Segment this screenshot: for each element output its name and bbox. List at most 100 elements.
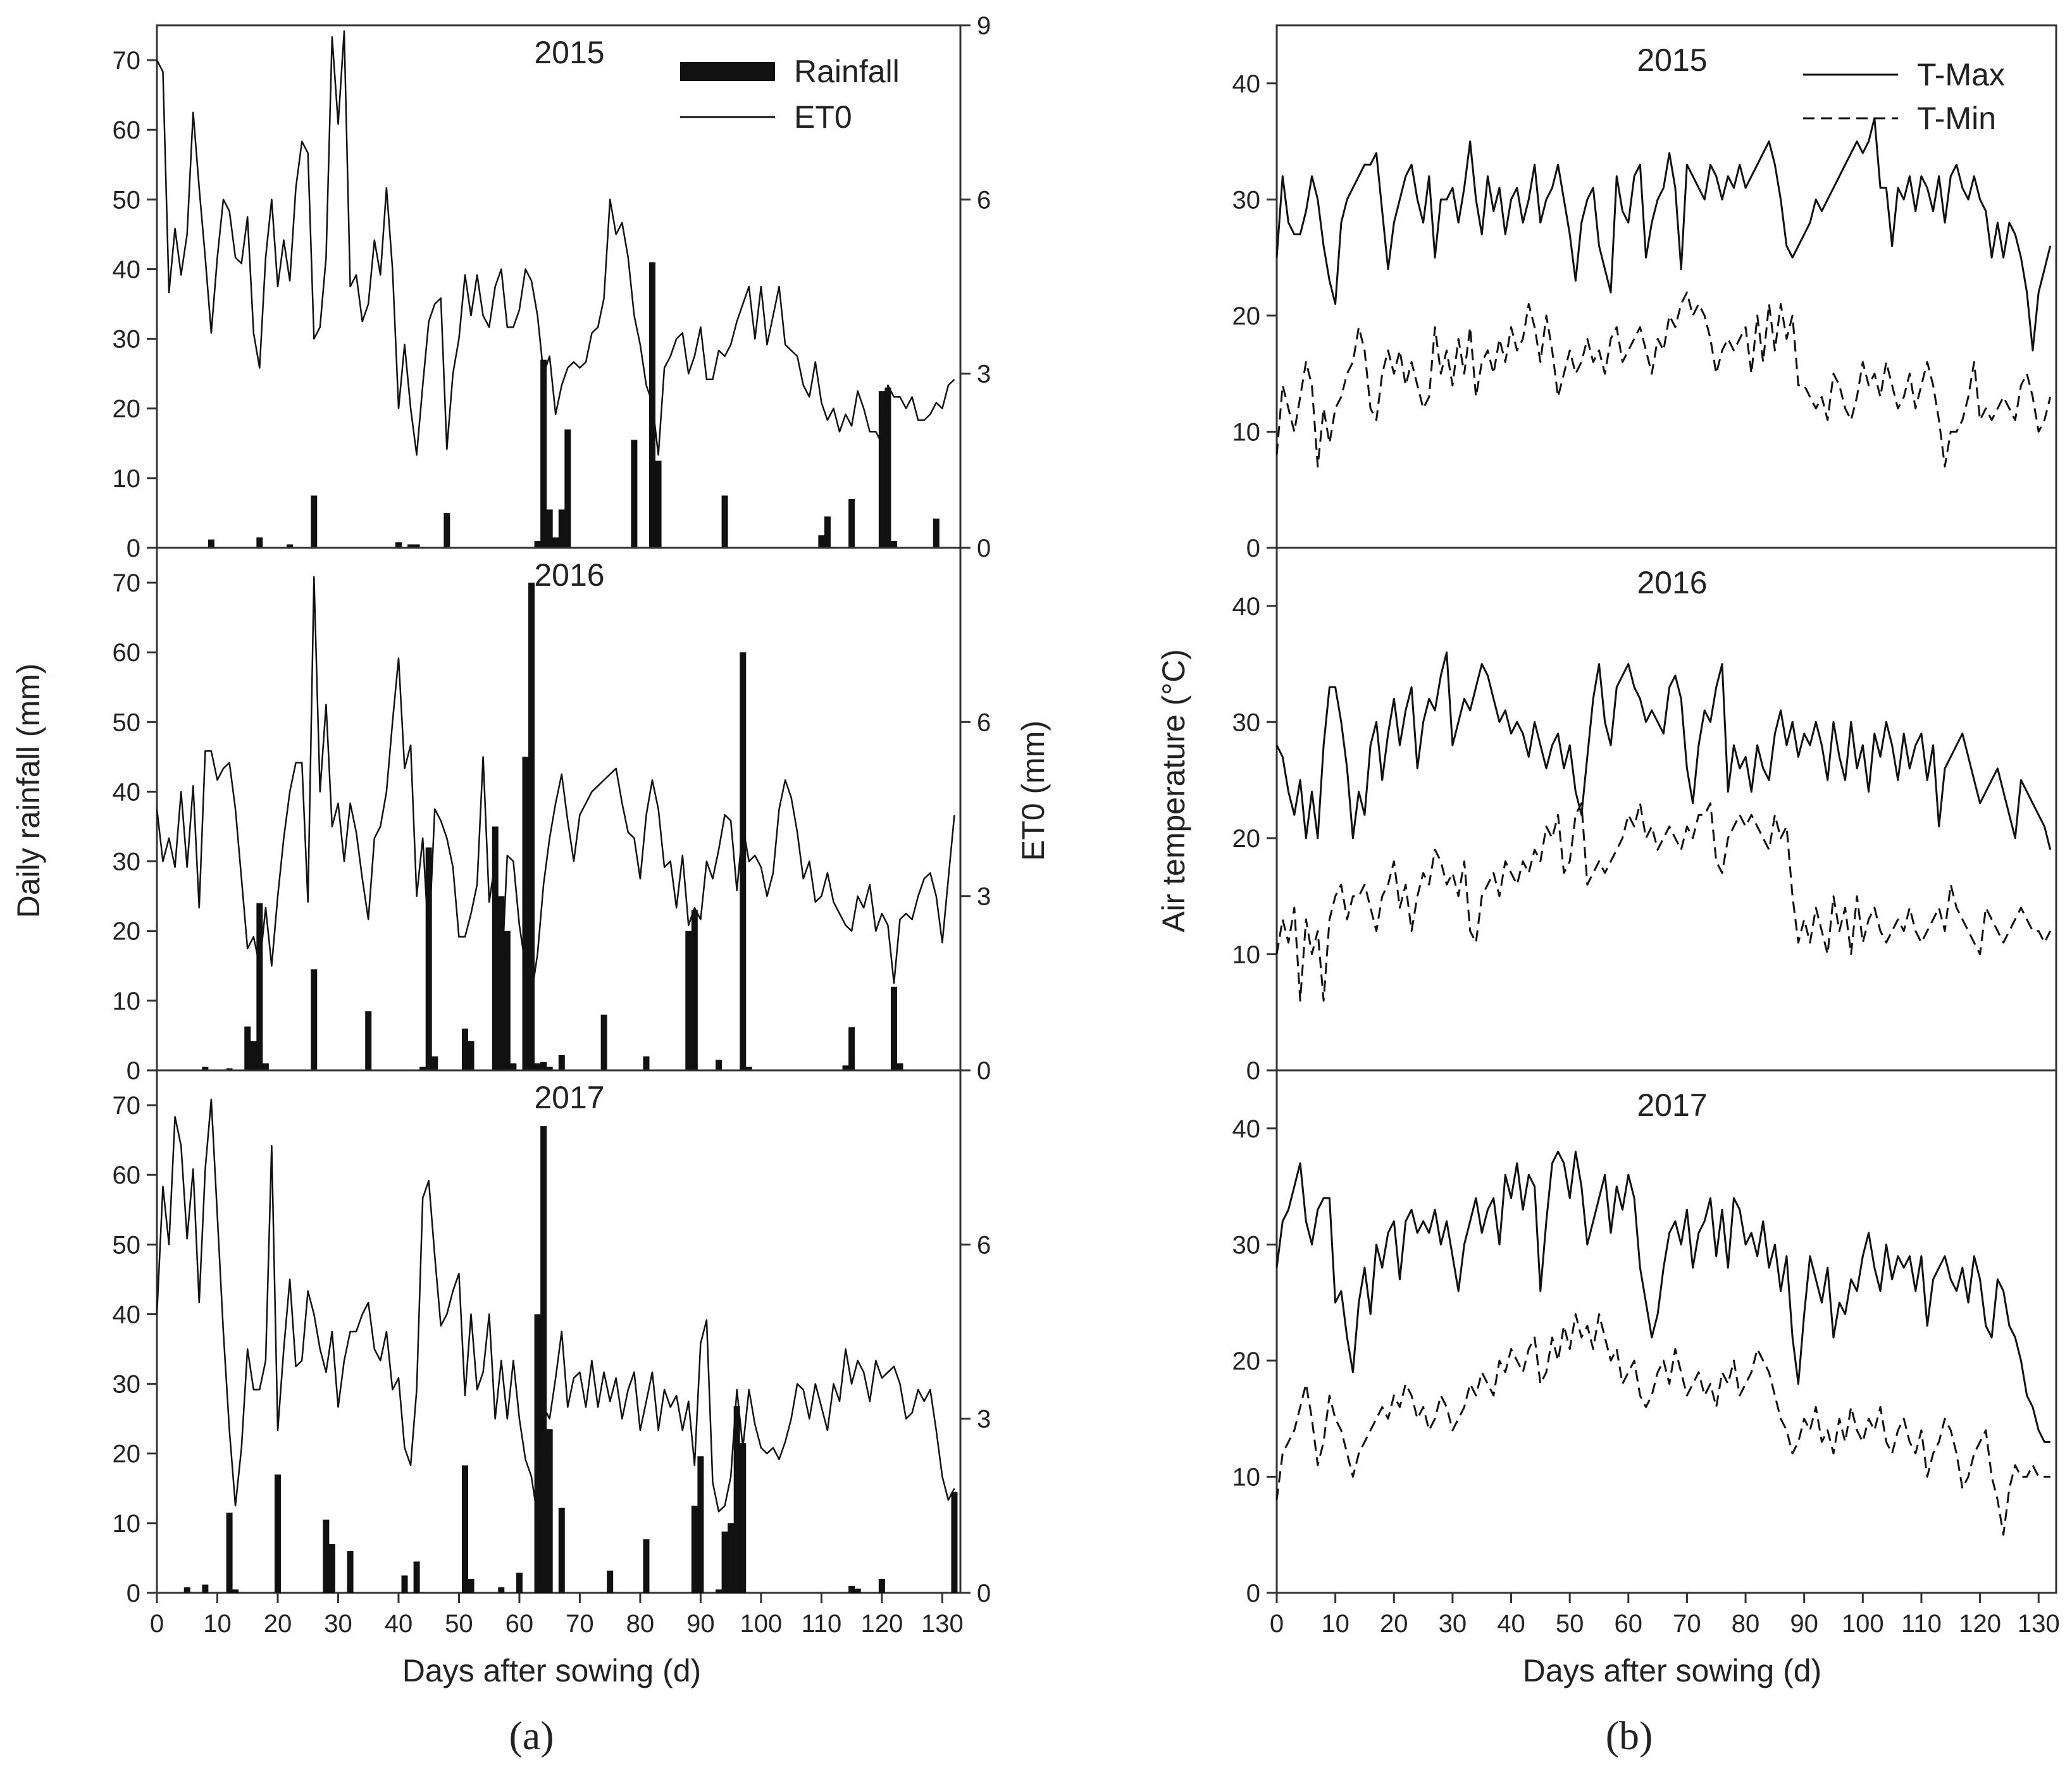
y-tick-label: 40: [1232, 70, 1261, 98]
rainfall-bar: [498, 1587, 505, 1593]
year-title: 2015: [1637, 42, 1707, 78]
x-tick-label: 120: [1959, 1610, 2001, 1638]
left-tick-label: 10: [113, 465, 141, 493]
rainfall-bar: [413, 544, 420, 548]
rainfall-bar: [631, 440, 638, 548]
rainfall-bar: [896, 1063, 903, 1070]
rainfall-bar: [733, 1406, 740, 1593]
y-tick-label: 20: [1232, 302, 1261, 330]
rainfall-bar: [202, 1067, 209, 1070]
rainfall-bar: [468, 1578, 475, 1593]
x-tick-label: 0: [150, 1610, 164, 1638]
rainfall-bar: [890, 540, 897, 548]
year-title: 2016: [534, 557, 604, 593]
tmin-line: [1275, 802, 2052, 1002]
rainfall-bar: [208, 539, 214, 548]
rainfall-bar: [848, 1585, 855, 1593]
rainfall-bar: [534, 1063, 541, 1070]
rainfall-bar: [534, 1314, 541, 1593]
rainfall-bar: [419, 1067, 426, 1070]
panel-a-x-axis-label: Days after sowing (d): [402, 1653, 701, 1688]
rainfall-bar: [558, 509, 565, 548]
rainfall-bar: [244, 1026, 251, 1070]
left-tick-label: 30: [113, 848, 141, 876]
left-tick-label: 60: [113, 116, 141, 144]
rainfall-bar: [444, 512, 450, 548]
x-tick-label: 110: [1901, 1610, 1942, 1638]
x-tick-label: 90: [1790, 1610, 1818, 1638]
rainfall-bar: [655, 461, 662, 548]
rainfall-bar: [202, 1584, 209, 1593]
legend-tmin-label: T-Min: [1917, 101, 1996, 136]
rainfall-bar: [540, 1126, 547, 1593]
tmax-line: [1275, 117, 2052, 352]
rainfall-bar: [564, 429, 571, 548]
y-tick-label: 30: [1232, 1231, 1261, 1259]
rainfall-bar: [413, 1561, 420, 1593]
right-tick-label: 9: [977, 12, 991, 40]
rainfall-bar: [522, 757, 529, 1070]
panel-b-subplot-2016: 0 10 20 30 40 2016: [1232, 547, 2057, 1085]
rainfall-bar: [716, 1060, 723, 1070]
rainfall-bar: [504, 931, 511, 1070]
rainfall-bar: [274, 1474, 281, 1593]
rainfall-bar: [461, 1028, 468, 1070]
x-tick-label: 80: [626, 1610, 655, 1638]
x-tick-label: 30: [324, 1610, 352, 1638]
rainfall-bar: [250, 1041, 257, 1070]
panel-b-subplot-2015: 0 10 20 30 40 2015 T-Max T-Min: [1232, 24, 2057, 562]
x-tick-label: 120: [860, 1610, 903, 1638]
right-tick-label: 3: [977, 361, 991, 388]
y-tick-label: 0: [1246, 1580, 1260, 1607]
rainfall-bar: [697, 1456, 704, 1593]
rainfall-bar: [691, 1506, 698, 1593]
rainfall-bar: [540, 1061, 547, 1070]
y-tick-label: 40: [1232, 1115, 1261, 1143]
rainfall-bar: [510, 1063, 517, 1070]
rainfall-bar: [546, 509, 553, 548]
left-tick-label: 50: [113, 1231, 141, 1259]
rainfall-bar: [528, 583, 535, 1070]
rainfall-bar: [607, 1570, 614, 1593]
right-tick-label: 0: [977, 1057, 991, 1085]
rainfall-bar: [552, 537, 559, 548]
panel-b-y-axis-label: Air temperature (°C): [1156, 649, 1191, 932]
rainfall-bar: [347, 1550, 354, 1593]
rainfall-bar: [365, 1011, 372, 1070]
y-tick-label: 20: [1232, 1347, 1261, 1375]
rainfall-bar: [600, 1014, 607, 1070]
rainfall-bar: [854, 1588, 861, 1593]
year-title: 2017: [534, 1080, 604, 1115]
left-tick-label: 20: [113, 918, 141, 946]
rainfall-bar: [256, 537, 263, 548]
year-title: 2015: [534, 35, 604, 70]
x-tick-label: 130: [2018, 1610, 2060, 1638]
legend-et0-label: ET0: [794, 99, 852, 135]
left-tick-label: 70: [113, 569, 141, 597]
panel-a-legend: Rainfall ET0: [680, 54, 900, 135]
rainfall-bar: [933, 518, 940, 548]
panel-b-subplot-2017: 0 10 20 30 40 2017 0 10 20 30 40 50 60 70 80 90 100 110 12…: [1232, 1069, 2060, 1638]
rainfall-bar: [546, 1067, 553, 1070]
right-tick-label: 3: [977, 1406, 991, 1433]
panel-a-right-axis-label: ET0 (mm): [1015, 721, 1051, 861]
y-tick-label: 10: [1232, 941, 1261, 969]
x-tick-label: 0: [1270, 1610, 1284, 1638]
x-tick-label: 20: [264, 1610, 292, 1638]
rainfall-bar: [407, 544, 414, 548]
rainfall-bar: [878, 391, 885, 548]
left-tick-label: 0: [127, 535, 140, 562]
x-tick-label: 10: [203, 1610, 232, 1638]
rainfall-bar: [558, 1507, 565, 1593]
rainfall-bar: [492, 826, 499, 1070]
y-tick-label: 40: [1232, 593, 1261, 621]
et0-line: [156, 1098, 955, 1518]
x-tick-label: 50: [445, 1610, 473, 1638]
rainfall-bar: [516, 1573, 523, 1593]
panel-b-x-axis-label: Days after sowing (d): [1523, 1653, 1821, 1688]
panel-b: Air temperature (°C) Days after sowing (…: [1156, 24, 2060, 1758]
rainfall-bar: [951, 1492, 958, 1593]
tmin-line: [1275, 1313, 2050, 1536]
left-tick-label: 50: [113, 186, 141, 214]
panel-a-subplot-2017: 0 10 20 30 40 50 60 70 0 3 6 2017 0 10 20 30 40 50 60 70 80 9…: [113, 1069, 991, 1638]
